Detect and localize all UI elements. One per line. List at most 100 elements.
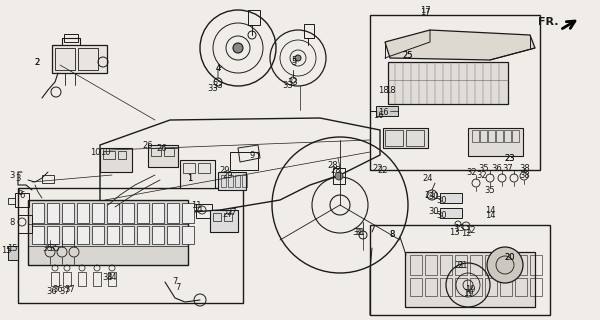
Bar <box>107 203 119 223</box>
Bar <box>64 34 78 42</box>
Bar <box>78 272 86 286</box>
Text: FR.: FR. <box>538 17 558 27</box>
Text: 11: 11 <box>191 201 201 210</box>
Text: 36: 36 <box>491 164 502 172</box>
Bar <box>182 226 194 244</box>
Text: 6: 6 <box>19 190 25 199</box>
Text: 18: 18 <box>377 85 388 94</box>
Bar <box>530 255 542 275</box>
Bar <box>122 203 134 223</box>
Bar <box>196 204 212 218</box>
Text: 5: 5 <box>292 55 296 65</box>
Bar <box>148 145 178 167</box>
Bar <box>47 203 59 223</box>
Bar <box>515 255 527 275</box>
Text: 6: 6 <box>17 188 23 196</box>
Text: 4: 4 <box>215 63 221 73</box>
Text: 8: 8 <box>389 229 395 238</box>
Bar <box>77 226 89 244</box>
Text: 30: 30 <box>428 206 439 215</box>
Text: 38: 38 <box>520 164 530 172</box>
Text: 21: 21 <box>455 260 465 269</box>
Bar <box>500 255 512 275</box>
Bar <box>152 226 164 244</box>
Text: 24: 24 <box>423 173 433 182</box>
Bar <box>218 172 246 190</box>
Text: 33: 33 <box>283 81 293 90</box>
Text: 8: 8 <box>389 229 395 238</box>
Text: 28: 28 <box>328 161 338 170</box>
Text: 33: 33 <box>212 81 223 90</box>
Bar <box>62 226 74 244</box>
Bar <box>63 272 71 286</box>
Text: 35: 35 <box>485 186 496 195</box>
Text: 35: 35 <box>43 244 53 252</box>
Bar <box>77 203 89 223</box>
Bar <box>515 278 527 296</box>
Text: 36: 36 <box>47 287 58 297</box>
Text: 1: 1 <box>187 173 193 182</box>
Bar <box>118 151 126 159</box>
Bar <box>230 152 258 170</box>
Bar <box>410 278 422 296</box>
Text: 15: 15 <box>1 245 11 254</box>
Text: 10: 10 <box>90 148 100 156</box>
Bar <box>500 278 512 296</box>
Bar <box>164 148 174 156</box>
Text: 27: 27 <box>227 207 238 217</box>
Bar <box>152 203 164 223</box>
Text: 28: 28 <box>331 165 341 174</box>
Circle shape <box>487 247 523 283</box>
Bar <box>62 203 74 223</box>
Text: 27: 27 <box>223 210 233 219</box>
Bar <box>100 148 132 172</box>
Bar <box>108 272 116 286</box>
Bar <box>488 130 495 142</box>
Bar <box>47 226 59 244</box>
Text: 23: 23 <box>505 154 515 163</box>
Text: 37: 37 <box>59 287 70 297</box>
Text: 31: 31 <box>353 228 364 236</box>
Text: 20: 20 <box>505 253 515 262</box>
Text: 30: 30 <box>437 196 448 204</box>
Bar <box>406 130 424 146</box>
Text: 37: 37 <box>65 285 76 294</box>
Text: 5: 5 <box>292 58 296 67</box>
Bar <box>15 193 29 207</box>
Text: 24: 24 <box>425 190 435 199</box>
Bar <box>370 225 550 315</box>
Bar <box>151 148 161 156</box>
Text: 13: 13 <box>449 228 460 236</box>
Text: 4: 4 <box>215 63 221 73</box>
Text: 17: 17 <box>419 5 430 14</box>
Text: 35: 35 <box>50 244 61 252</box>
Bar <box>425 278 437 296</box>
Text: 7: 7 <box>175 284 181 292</box>
Text: 17: 17 <box>419 7 430 17</box>
Bar <box>93 272 101 286</box>
Bar <box>42 175 54 183</box>
Text: 3: 3 <box>10 171 14 180</box>
Text: 2: 2 <box>34 58 40 67</box>
Text: 33: 33 <box>287 77 298 86</box>
Bar <box>51 272 59 286</box>
Bar <box>455 278 467 296</box>
Text: 12: 12 <box>461 228 471 237</box>
Bar <box>455 255 467 275</box>
Circle shape <box>295 55 301 61</box>
Bar <box>180 160 215 188</box>
Bar <box>376 106 398 116</box>
Polygon shape <box>385 30 535 60</box>
Bar <box>8 246 18 260</box>
Bar <box>235 175 240 187</box>
Text: 11: 11 <box>193 204 203 212</box>
Bar <box>28 200 188 265</box>
Circle shape <box>335 172 343 180</box>
Bar <box>425 255 437 275</box>
Text: 25: 25 <box>403 51 413 60</box>
Bar <box>440 208 462 218</box>
Text: 14: 14 <box>485 211 495 220</box>
Text: 10: 10 <box>100 148 110 156</box>
Bar <box>92 203 104 223</box>
Bar <box>440 278 452 296</box>
